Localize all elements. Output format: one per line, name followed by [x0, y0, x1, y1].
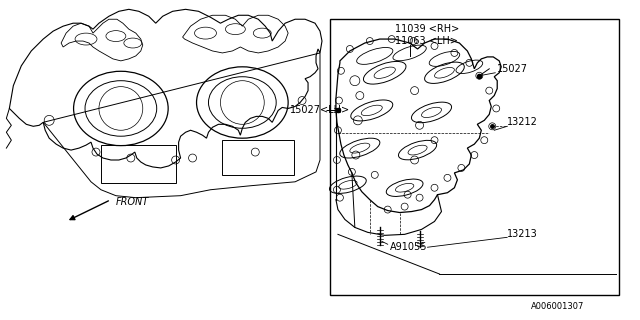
Text: 11039 <RH>: 11039 <RH> — [395, 24, 459, 34]
Bar — [330, 19, 619, 295]
Bar — [223, 140, 294, 175]
Text: 13212: 13212 — [507, 117, 538, 127]
Text: A91055: A91055 — [390, 242, 427, 252]
Text: FRONT: FRONT — [116, 196, 149, 207]
Bar — [101, 145, 175, 183]
Text: 11063 <LH>: 11063 <LH> — [395, 36, 458, 46]
Text: 15027: 15027 — [497, 64, 528, 74]
Text: A006001307: A006001307 — [531, 302, 584, 311]
Text: 13213: 13213 — [507, 229, 538, 239]
Text: 15027<LH>: 15027<LH> — [290, 105, 350, 116]
